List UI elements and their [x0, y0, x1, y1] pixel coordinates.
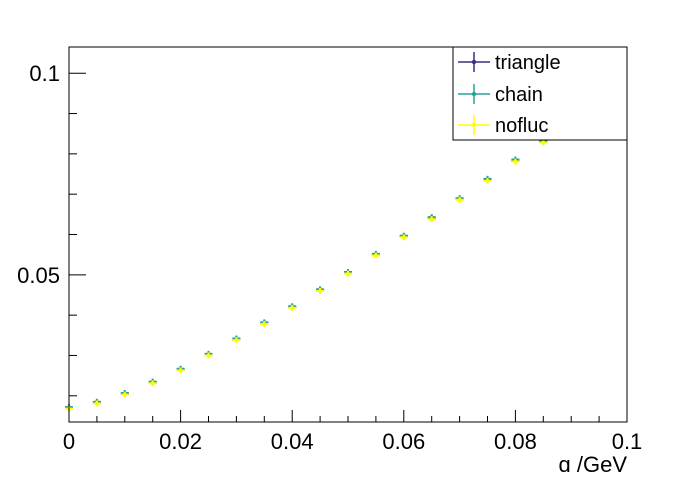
y-tick-label-1: 0.1 — [29, 61, 60, 86]
data-point-nofluc-3 — [150, 381, 155, 386]
x-tick-label-2: 0.04 — [271, 429, 314, 454]
data-point-nofluc-6 — [234, 338, 239, 342]
legend-marker-nofluc — [471, 122, 477, 128]
series-chain — [65, 137, 548, 411]
y-tick-label-0: 0.05 — [17, 263, 60, 288]
data-point-nofluc-15 — [485, 179, 490, 183]
legend-marker-chain — [471, 91, 477, 97]
series-nofluc — [65, 139, 548, 412]
legend-label-chain: chain — [495, 84, 543, 106]
x-axis-label: q /GeV — [559, 452, 628, 472]
data-layer — [65, 137, 548, 412]
data-point-nofluc-17 — [541, 140, 546, 145]
legend: triangle chain nofluc — [452, 46, 628, 141]
x-tick-label-5: 0.1 — [612, 429, 643, 454]
x-tick-label-0: 0 — [63, 429, 75, 454]
data-point-nofluc-8 — [290, 306, 295, 310]
legend-marker-triangle — [471, 59, 477, 65]
legend-label-nofluc: nofluc — [495, 115, 548, 137]
data-point-nofluc-5 — [206, 353, 211, 358]
data-point-nofluc-10 — [346, 271, 350, 276]
x-tick-label-4: 0.08 — [494, 429, 537, 454]
data-point-nofluc-2 — [123, 392, 127, 397]
x-tick-label-1: 0.02 — [159, 429, 202, 454]
data-point-nofluc-4 — [178, 368, 183, 373]
series-triangle — [65, 138, 548, 411]
data-point-nofluc-12 — [402, 235, 406, 240]
data-point-nofluc-13 — [429, 217, 434, 221]
legend-label-triangle: triangle — [495, 52, 561, 74]
data-point-nofluc-11 — [374, 253, 378, 258]
x-tick-label-3: 0.06 — [382, 429, 425, 454]
data-point-nofluc-9 — [318, 289, 322, 293]
data-point-nofluc-16 — [513, 159, 518, 164]
data-point-nofluc-14 — [457, 198, 462, 202]
data-point-nofluc-1 — [95, 401, 99, 406]
data-point-nofluc-7 — [262, 322, 267, 326]
